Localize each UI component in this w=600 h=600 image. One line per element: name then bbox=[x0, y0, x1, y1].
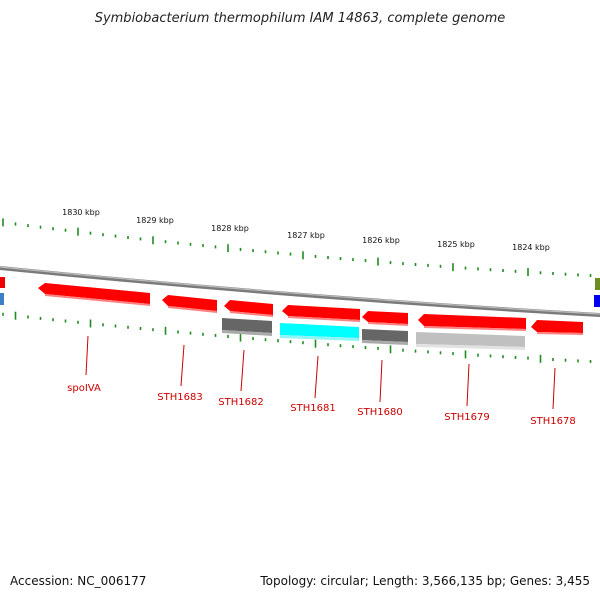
leader-sth1678 bbox=[552, 367, 556, 410]
leader-sth1679 bbox=[466, 363, 470, 407]
gene-sth1678-block[interactable] bbox=[531, 320, 583, 335]
gene-sth1681-reverse-block[interactable] bbox=[280, 323, 359, 341]
ruler-label-1829: 1829 kbp bbox=[136, 216, 174, 225]
leader-sth1682 bbox=[240, 349, 245, 392]
gene-label-sth1678[interactable]: STH1678 bbox=[530, 416, 575, 427]
leader-spoiva bbox=[85, 335, 89, 376]
gene-sth1682-reverse-block[interactable] bbox=[222, 318, 272, 336]
topology-text: Topology: circular; Length: 3,566,135 bp… bbox=[260, 574, 590, 588]
genome-title: Symbiobacterium thermophilum IAM 14863, … bbox=[95, 11, 506, 26]
ruler-label-1828: 1828 kbp bbox=[211, 224, 249, 233]
ruler-label-1824: 1824 kbp bbox=[512, 243, 550, 252]
gene-sth1683-block[interactable] bbox=[162, 295, 217, 313]
gene-label-sth1681[interactable]: STH1681 bbox=[290, 403, 335, 414]
edge-gene-left-blue bbox=[0, 293, 4, 305]
gene-sth1679-forward-block[interactable] bbox=[418, 314, 526, 331]
leader-sth1680 bbox=[379, 359, 383, 403]
gene-sth1679-reverse-block[interactable] bbox=[416, 332, 525, 350]
gene-sth1680-forward-block[interactable] bbox=[362, 311, 408, 326]
label-leader-lines bbox=[85, 335, 556, 410]
accession-text: Accession: NC_006177 bbox=[10, 574, 147, 588]
ruler-label-1827: 1827 kbp bbox=[287, 231, 325, 240]
lower-tick-ruler bbox=[2, 311, 592, 363]
gene-spoiva-block[interactable] bbox=[38, 283, 150, 306]
gene-sth1680-reverse-block[interactable] bbox=[362, 329, 408, 345]
gene-sth1682-forward-block[interactable] bbox=[224, 300, 273, 317]
gene-label-spoiva[interactable]: spoIVA bbox=[67, 383, 101, 394]
edge-gene-right-green bbox=[595, 278, 600, 290]
gene-label-sth1683[interactable]: STH1683 bbox=[157, 392, 202, 403]
upper-tick-ruler bbox=[2, 218, 592, 277]
gene-label-sth1679[interactable]: STH1679 bbox=[444, 412, 489, 423]
edge-gene-left-red bbox=[0, 277, 5, 288]
edge-gene-right-blue bbox=[594, 295, 600, 307]
genome-backbone-highlight bbox=[0, 266, 600, 315]
ruler-label-1825: 1825 kbp bbox=[437, 240, 475, 249]
ruler-label-1826: 1826 kbp bbox=[362, 236, 400, 245]
ruler-label-1830: 1830 kbp bbox=[62, 208, 100, 217]
gene-label-sth1680[interactable]: STH1680 bbox=[357, 407, 402, 418]
gene-label-sth1682[interactable]: STH1682 bbox=[218, 397, 263, 408]
gene-sth1681-forward-block[interactable] bbox=[282, 305, 360, 322]
leader-sth1681 bbox=[314, 355, 319, 399]
genome-backbone bbox=[0, 266, 600, 317]
leader-sth1683 bbox=[180, 344, 185, 387]
